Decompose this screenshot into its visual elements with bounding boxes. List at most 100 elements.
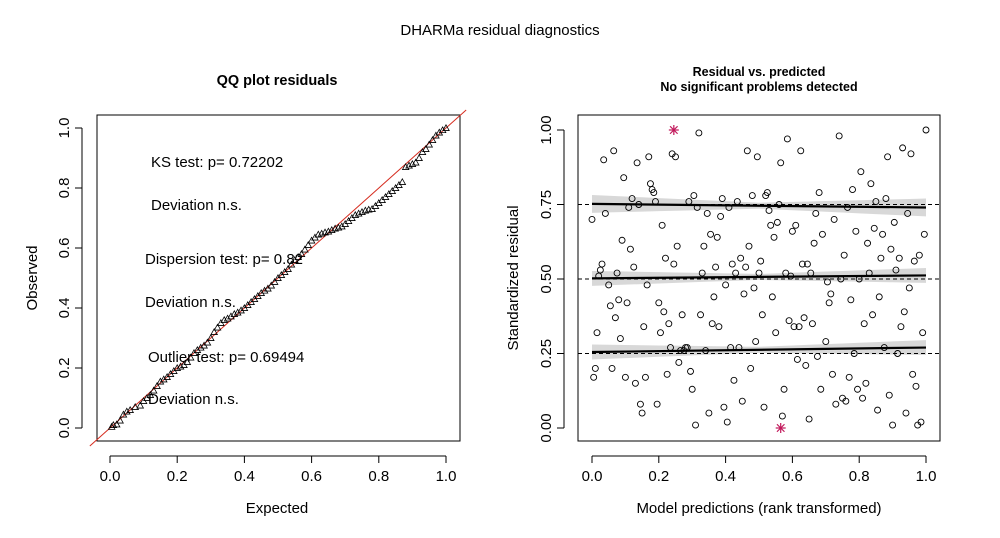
residual-point — [670, 260, 678, 268]
qq-point — [398, 177, 407, 185]
residual-point — [601, 209, 609, 217]
residual-point — [768, 293, 776, 301]
qq-point — [438, 126, 447, 134]
x-tick-label: 0.2 — [167, 468, 188, 485]
residual-point — [854, 385, 861, 393]
residual-point — [665, 320, 673, 328]
qq-point — [136, 401, 145, 409]
qq-point — [354, 209, 363, 217]
qq-point — [401, 162, 410, 170]
residual-point — [633, 159, 641, 167]
residual-point — [852, 227, 860, 235]
quantile-fit-line — [591, 346, 927, 354]
residual-point — [697, 311, 704, 319]
y-tick-label: 0.00 — [538, 413, 555, 442]
residual-point — [798, 260, 806, 268]
residual-point — [725, 204, 733, 211]
residual-point — [767, 221, 775, 229]
residual-point — [897, 323, 905, 331]
residual-point — [610, 147, 618, 155]
residual-point — [626, 245, 634, 253]
residual-point — [803, 260, 811, 268]
residual-point — [733, 198, 741, 205]
residual-point — [703, 209, 711, 217]
dispersion-deviation-annotation: Deviation n.s. — [145, 294, 236, 311]
residual-point — [652, 198, 659, 205]
residual-y-axis-label: Standardized residual — [505, 205, 522, 350]
residual-point — [785, 317, 793, 325]
residual-point — [875, 293, 883, 301]
residual-point — [787, 272, 795, 280]
residual-x-axis-label: Model predictions (rank transformed) — [636, 500, 881, 517]
residual-point — [907, 150, 915, 158]
residual-point — [616, 335, 624, 343]
residual-point — [884, 153, 892, 161]
x-tick-label: 0.4 — [715, 468, 736, 485]
qq-point — [411, 158, 420, 166]
residual-point — [760, 403, 768, 411]
residual-plot-frame — [577, 114, 941, 442]
residual-point — [877, 254, 885, 262]
x-tick-label: 0.6 — [782, 468, 803, 485]
residual-point — [643, 281, 651, 289]
residual-point — [864, 239, 871, 247]
residual-point — [672, 153, 679, 161]
qq-point — [153, 381, 161, 389]
qq-point — [421, 144, 430, 152]
residual-point — [817, 385, 825, 393]
residual-point — [885, 391, 893, 399]
residual-point — [730, 376, 738, 384]
residual-point — [650, 189, 658, 197]
residual-point — [912, 382, 920, 390]
x-tick-label: 1.0 — [916, 468, 937, 485]
residual-point — [802, 361, 810, 369]
qq-point — [351, 210, 360, 218]
residual-point — [879, 230, 887, 238]
residual-point — [829, 370, 836, 378]
qq-point — [116, 416, 124, 424]
x-tick-label: 0.2 — [648, 468, 669, 485]
residual-point — [628, 195, 636, 202]
residual-point — [591, 364, 599, 372]
residual-point — [904, 209, 912, 217]
residual-point — [728, 260, 736, 268]
ks-test-annotation: KS test: p= 0.72202 — [151, 154, 283, 171]
qq-point — [233, 308, 242, 316]
qq-point — [112, 420, 121, 428]
qq-point — [428, 135, 437, 143]
qq-point — [267, 281, 276, 289]
ks-deviation-annotation: Deviation n.s. — [151, 197, 242, 214]
residual-point — [862, 379, 870, 387]
residual-point — [773, 218, 781, 226]
residual-point — [713, 233, 721, 241]
residual-point — [822, 338, 830, 346]
qq-point — [159, 375, 168, 383]
qq-axes: 0.0 0.2 0.4 0.6 0.8 1.0 0.0 0.2 0.4 0.6 0.8 1.0 — [56, 118, 456, 485]
residual-point — [777, 159, 785, 167]
outlier-markers — [668, 125, 786, 433]
residual-point — [693, 204, 701, 211]
qq-point — [425, 140, 434, 148]
residual-point — [667, 344, 674, 351]
residual-point — [613, 269, 621, 277]
residual-point — [747, 364, 755, 372]
residual-point — [810, 239, 818, 247]
residual-point — [621, 373, 629, 381]
residual-point — [675, 358, 683, 366]
quantile-fit-line — [591, 202, 927, 209]
residual-point — [598, 260, 606, 268]
residual-point — [653, 400, 661, 408]
residual-point — [772, 329, 780, 337]
qq-point — [107, 422, 116, 430]
residual-point — [623, 299, 631, 307]
qq-point — [257, 288, 266, 296]
residual-point — [593, 329, 601, 337]
qq-point — [122, 407, 131, 415]
qq-point — [183, 357, 192, 365]
residual-point — [845, 373, 853, 381]
residual-point — [677, 347, 684, 354]
residual-point — [867, 180, 875, 188]
residual-point — [635, 201, 643, 208]
residual-point — [692, 421, 699, 429]
residual-point — [631, 379, 639, 387]
